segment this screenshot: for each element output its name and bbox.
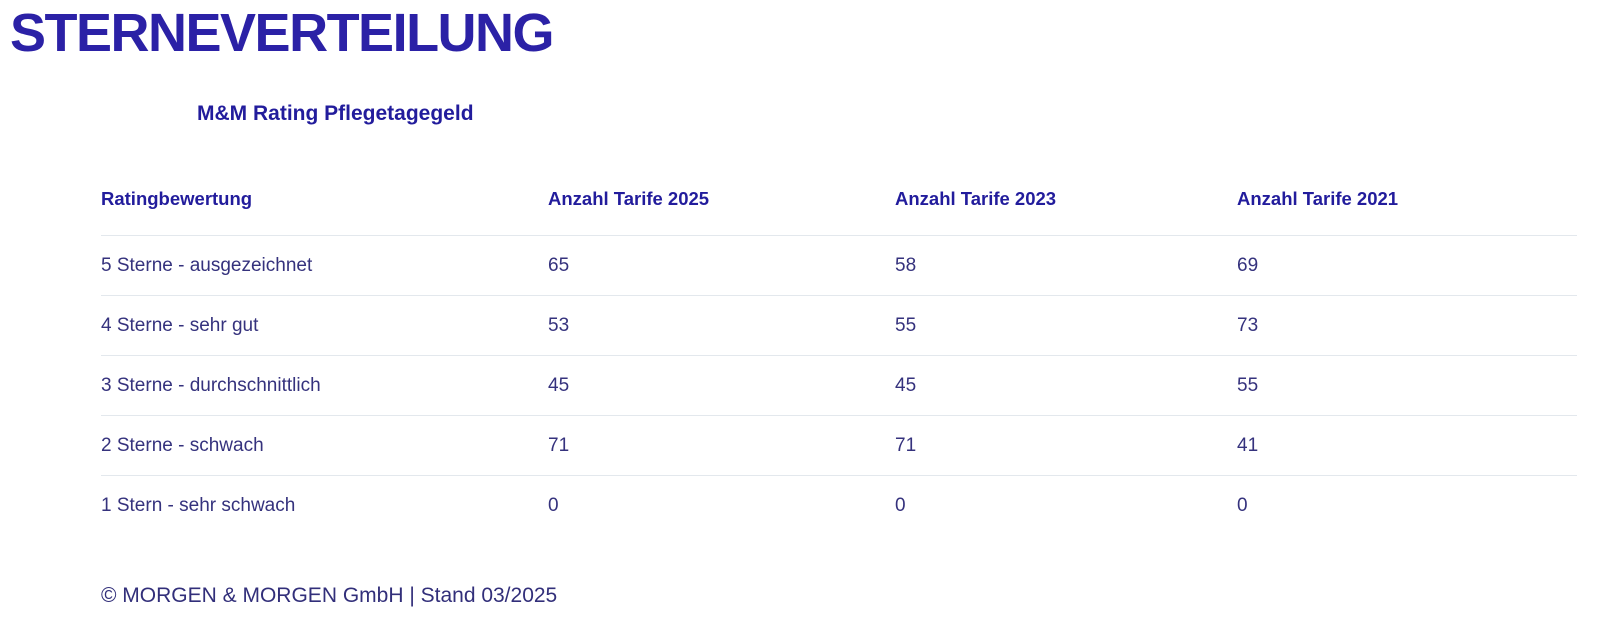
column-header-tarife-2025: Anzahl Tarife 2025	[548, 188, 710, 209]
tarife-count: 71	[548, 415, 895, 476]
table-row: 3 Sterne - durchschnittlich 45 45 55	[101, 355, 1577, 416]
tarife-count: 53	[548, 295, 895, 356]
tarife-count: 71	[895, 415, 1237, 476]
rating-label: 1 Stern - sehr schwach	[101, 475, 548, 536]
tarife-count: 55	[895, 295, 1237, 356]
table-row: 5 Sterne - ausgezeichnet 65 58 69	[101, 235, 1577, 296]
rating-label: 5 Sterne - ausgezeichnet	[101, 235, 548, 296]
tarife-count: 69	[1237, 235, 1577, 296]
column-header-ratingbewertung: Ratingbewertung	[101, 188, 253, 209]
tarife-count: 41	[1237, 415, 1577, 476]
page-title: STERNEVERTEILUNG	[10, 3, 555, 63]
table-row: 1 Stern - sehr schwach 0 0 0	[101, 475, 1577, 536]
table-body: 5 Sterne - ausgezeichnet 65 58 69 4 Sterne -…	[101, 235, 1577, 536]
tarife-count: 0	[548, 475, 895, 536]
table-header-row: Ratingbewertung Anzahl Tarife 2025 Anzah…	[101, 184, 1577, 236]
table-row: 2 Sterne - schwach 71 71 41	[101, 415, 1577, 476]
column-header-tarife-2021: Anzahl Tarife 2021	[1237, 188, 1399, 209]
column-header-tarife-2023: Anzahl Tarife 2023	[895, 188, 1057, 209]
tarife-count: 45	[548, 355, 895, 416]
tarife-count: 45	[895, 355, 1237, 416]
tarife-count: 55	[1237, 355, 1577, 416]
table-row: 4 Sterne - sehr gut 53 55 73	[101, 295, 1577, 356]
tarife-count: 0	[1237, 475, 1577, 536]
tarife-count: 58	[895, 235, 1237, 296]
tarife-count: 0	[895, 475, 1237, 536]
rating-label: 3 Sterne - durchschnittlich	[101, 355, 548, 416]
table-header: Ratingbewertung Anzahl Tarife 2025 Anzah…	[101, 184, 1577, 236]
rating-table: Ratingbewertung Anzahl Tarife 2025 Anzah…	[101, 184, 1577, 536]
tarife-count: 65	[548, 235, 895, 296]
chart-subtitle: M&M Rating Pflegetagegeld	[197, 102, 474, 125]
copyright-footer: © MORGEN & MORGEN GmbH | Stand 03/2025	[101, 584, 558, 607]
rating-label: 2 Sterne - schwach	[101, 415, 548, 476]
tarife-count: 73	[1237, 295, 1577, 356]
rating-label: 4 Sterne - sehr gut	[101, 295, 548, 356]
